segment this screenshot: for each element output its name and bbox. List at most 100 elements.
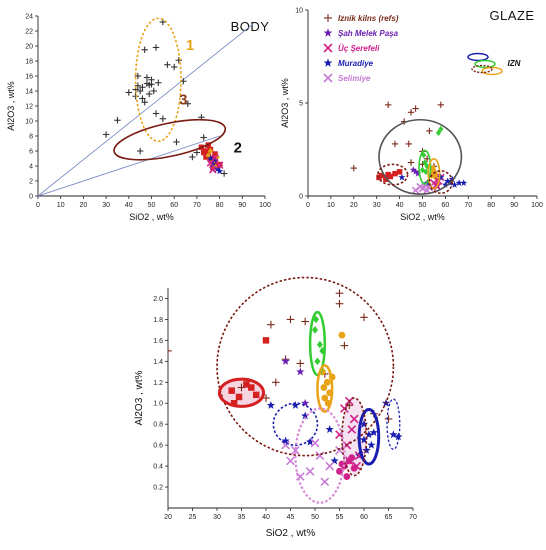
data-point [392, 170, 398, 177]
group-ellipse [217, 377, 266, 408]
data-point [281, 356, 290, 365]
x-tick-label: 20 [80, 202, 88, 209]
data-point [209, 165, 217, 174]
y-tick-label: 0.8 [153, 422, 163, 429]
y-axis-label: Al2O3 , wt% [6, 81, 16, 131]
x-tick-label: 30 [373, 202, 381, 209]
data-point [212, 151, 218, 157]
data-point [435, 129, 442, 136]
data-point [389, 430, 398, 439]
reference-line [38, 23, 254, 196]
data-point [437, 101, 445, 109]
data-point [216, 167, 224, 175]
series-2 [419, 125, 444, 176]
data-point [207, 147, 214, 155]
x-tick-label: 55 [336, 514, 344, 521]
data-point [396, 169, 403, 175]
data-point [432, 170, 438, 177]
legend-marker [323, 43, 333, 53]
data-point [139, 84, 146, 91]
data-point [422, 159, 428, 166]
data-point [407, 159, 415, 166]
data-point [312, 315, 320, 324]
y-tick-label: 1.2 [153, 380, 163, 387]
data-point [301, 411, 310, 420]
data-point [360, 313, 368, 322]
data-point [148, 81, 155, 88]
x-tick-label: 50 [311, 514, 319, 521]
x-tick-label: 25 [189, 514, 197, 521]
data-point [314, 357, 321, 366]
data-point [214, 153, 220, 161]
data-point [460, 179, 468, 186]
group-ellipse [341, 397, 368, 477]
data-point [296, 359, 305, 368]
data-point [155, 79, 162, 86]
legend-marker [324, 14, 332, 22]
data-point [405, 140, 412, 148]
x-tick-label: 0 [306, 202, 310, 209]
group-label: 2 [234, 140, 242, 157]
data-point [132, 93, 139, 100]
izn-legend-swatch [467, 52, 503, 76]
group-ellipse [272, 402, 319, 446]
data-point [321, 394, 329, 402]
data-point [369, 428, 378, 437]
x-tick-label: 70 [409, 514, 417, 521]
data-point [323, 378, 331, 386]
data-point [421, 151, 427, 159]
x-tick-label: 40 [262, 514, 270, 521]
legend-label: Muradiye [338, 59, 374, 68]
y-tick-label: 24 [25, 14, 33, 21]
y-tick-label: 16 [25, 74, 33, 81]
data-point [211, 156, 219, 163]
data-point [350, 164, 357, 172]
series-4 [409, 166, 422, 177]
y-tick-label: 1.0 [153, 401, 163, 408]
group-ellipse [113, 118, 227, 161]
data-point [134, 72, 142, 80]
data-point [281, 436, 290, 445]
x-tick-label: 80 [216, 202, 224, 209]
data-point [305, 437, 315, 446]
y-tick-label: 14 [25, 89, 33, 96]
legend-label: Üç Şerefeli [338, 44, 380, 53]
data-point [215, 161, 224, 170]
data-point [235, 393, 243, 401]
x-tick-label: 60 [360, 514, 368, 521]
data-point [102, 131, 110, 138]
legend-marker [323, 73, 333, 83]
x-tick-label: 40 [125, 202, 133, 209]
y-tick-label: 18 [25, 59, 33, 66]
data-point [175, 57, 182, 64]
data-point [412, 168, 420, 175]
data-point [301, 317, 309, 326]
data-point [173, 138, 180, 146]
plot-area [350, 101, 468, 195]
y-tick-label: 4 [29, 164, 33, 171]
data-point [139, 95, 146, 102]
group-label: 3 [179, 92, 187, 109]
group-ellipse [357, 408, 381, 466]
y-axis-label: Al2O3 , wt% [280, 78, 290, 128]
data-point [340, 341, 349, 350]
plot-area [38, 17, 254, 196]
data-point [335, 299, 344, 308]
data-point [338, 331, 346, 339]
y-tick-label: 8 [29, 134, 33, 141]
data-point [349, 414, 359, 424]
x-tick-label: 45 [287, 514, 295, 521]
group-ellipse [377, 163, 409, 186]
data-point [364, 430, 374, 439]
data-point [407, 109, 415, 116]
series-5 [266, 398, 403, 465]
x-tick-label: 50 [148, 202, 156, 209]
data-point [418, 184, 427, 193]
group-ellipse [428, 170, 454, 195]
data-point [211, 153, 219, 162]
x-tick-label: 20 [164, 514, 172, 521]
data-point [272, 378, 280, 387]
y-axis-label-group: Al2O3 , wt% [280, 78, 290, 128]
data-point [444, 177, 452, 185]
x-tick-label: 20 [350, 202, 358, 209]
